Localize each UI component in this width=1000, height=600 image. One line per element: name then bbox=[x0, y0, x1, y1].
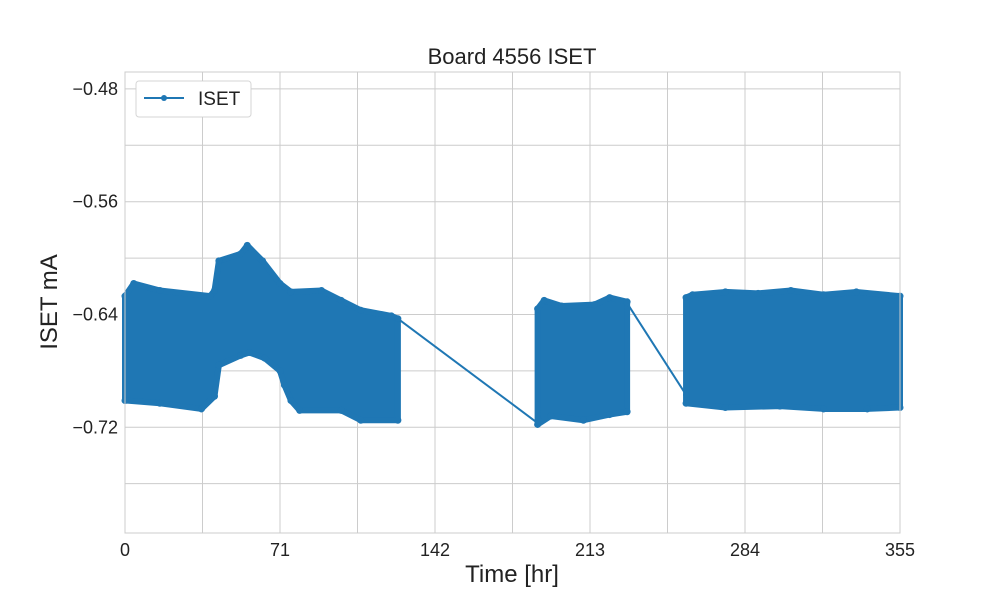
series-connecting-line bbox=[397, 317, 539, 424]
y-axis-label: ISET mA bbox=[36, 254, 63, 350]
data-point bbox=[394, 416, 402, 424]
data-point bbox=[534, 420, 541, 427]
data-point bbox=[243, 241, 251, 249]
data-point bbox=[721, 404, 729, 412]
data-point bbox=[287, 396, 295, 404]
y-tick-label: −0.72 bbox=[72, 417, 118, 437]
data-point bbox=[276, 279, 284, 287]
data-point bbox=[261, 354, 269, 362]
x-tick-labels: 0 71 142 213 284 355 bbox=[120, 540, 915, 560]
data-point bbox=[156, 399, 164, 407]
data-point bbox=[683, 391, 690, 398]
data-point bbox=[863, 405, 871, 413]
data-point bbox=[276, 367, 284, 375]
data-point bbox=[215, 257, 223, 265]
y-tick-label: −0.56 bbox=[72, 192, 118, 212]
data-point bbox=[558, 302, 566, 310]
data-point bbox=[287, 288, 295, 296]
series-data-band bbox=[534, 294, 631, 428]
series-data-band bbox=[683, 287, 903, 412]
data-point bbox=[259, 257, 267, 265]
data-point bbox=[787, 287, 795, 295]
x-tick-label: 0 bbox=[120, 540, 130, 560]
chart-title: Board 4556 ISET bbox=[428, 44, 597, 69]
data-point bbox=[215, 361, 223, 369]
data-point bbox=[776, 402, 784, 410]
data-point bbox=[337, 406, 345, 414]
data-point bbox=[721, 288, 729, 296]
y-tick-label: −0.64 bbox=[72, 304, 118, 324]
y-tick-labels: −0.48 −0.56 −0.64 −0.72 bbox=[72, 79, 118, 437]
data-point bbox=[689, 291, 697, 299]
data-point bbox=[590, 301, 598, 309]
legend-label: ISET bbox=[198, 89, 241, 110]
data-point bbox=[245, 349, 253, 357]
data-point bbox=[394, 315, 401, 322]
data-point bbox=[237, 250, 245, 258]
data-point bbox=[211, 287, 219, 295]
data-point bbox=[754, 289, 762, 297]
x-tick-label: 355 bbox=[885, 540, 915, 560]
y-tick-label: −0.48 bbox=[72, 79, 118, 99]
data-point bbox=[820, 291, 828, 299]
data-point bbox=[206, 292, 214, 300]
x-axis-label: Time [hr] bbox=[465, 561, 559, 588]
data-point bbox=[211, 392, 219, 400]
data-point bbox=[606, 294, 614, 302]
data-point bbox=[387, 312, 395, 320]
data-point bbox=[337, 296, 345, 304]
plot-area bbox=[121, 241, 904, 428]
data-point bbox=[682, 399, 690, 407]
data-point bbox=[682, 294, 690, 302]
data-point bbox=[156, 287, 164, 295]
series-data-band bbox=[122, 242, 401, 424]
data-point bbox=[623, 408, 631, 416]
x-tick-label: 213 bbox=[575, 540, 605, 560]
data-point bbox=[624, 300, 631, 307]
data-point bbox=[579, 416, 587, 424]
x-tick-label: 284 bbox=[730, 540, 760, 560]
data-point bbox=[357, 416, 365, 424]
legend-box bbox=[135, 80, 252, 118]
x-tick-label: 142 bbox=[420, 540, 450, 560]
data-point bbox=[534, 305, 542, 313]
data-point bbox=[237, 351, 245, 359]
data-point bbox=[296, 406, 304, 414]
x-tick-label: 71 bbox=[270, 540, 290, 560]
data-point bbox=[540, 296, 548, 304]
data-point bbox=[130, 279, 138, 287]
legend-dot-marker bbox=[161, 95, 167, 101]
series-connecting-line bbox=[626, 302, 687, 396]
data-point bbox=[547, 412, 555, 420]
data-point bbox=[280, 381, 288, 389]
data-point bbox=[606, 411, 614, 419]
data-point bbox=[357, 306, 365, 314]
data-point bbox=[197, 405, 205, 413]
legend: ISET bbox=[135, 80, 252, 118]
data-point bbox=[317, 287, 325, 295]
data-point bbox=[852, 288, 860, 296]
axes-frame bbox=[124, 71, 901, 534]
data-point bbox=[820, 405, 828, 413]
